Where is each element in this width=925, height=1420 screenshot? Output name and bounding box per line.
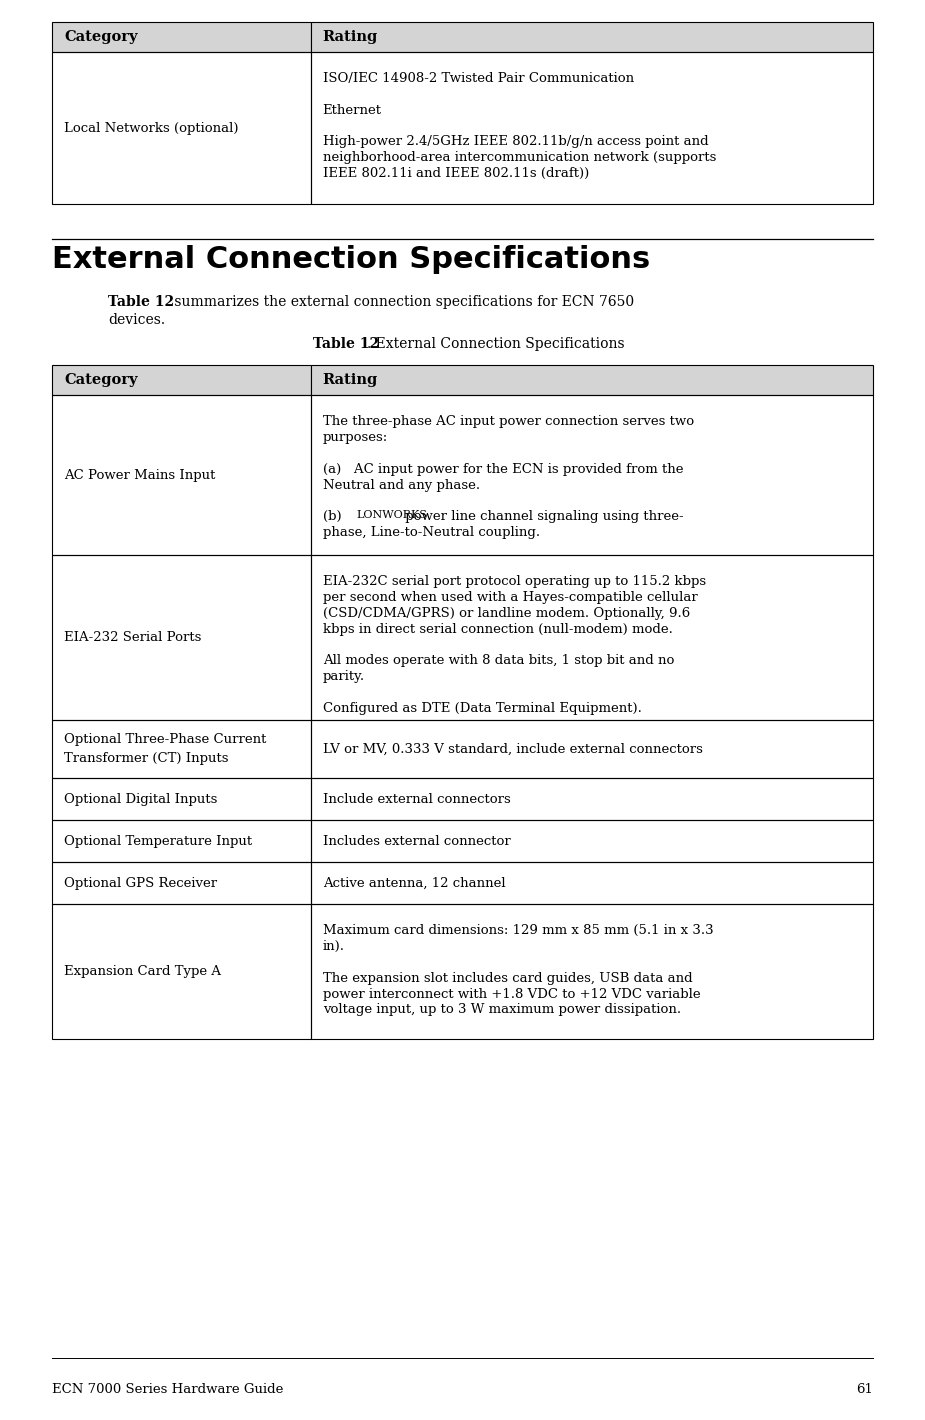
Bar [311, 53, 873, 204]
Text: power line channel signaling using three-: power line channel signaling using three… [401, 510, 684, 523]
Text: All modes operate with 8 data bits, 1 stop bit and no: All modes operate with 8 data bits, 1 st… [323, 655, 674, 667]
Text: voltage input, up to 3 W maximum power dissipation.: voltage input, up to 3 W maximum power d… [323, 1004, 681, 1017]
Text: Maximum card dimensions: 129 mm x 85 mm (5.1 in x 3.3: Maximum card dimensions: 129 mm x 85 mm … [323, 924, 713, 937]
Text: Rating: Rating [323, 373, 378, 388]
Text: Include external connectors: Include external connectors [323, 792, 511, 807]
Text: neighborhood-area intercommunication network (supports: neighborhood-area intercommunication net… [323, 151, 716, 163]
Bar [52, 778, 311, 821]
Text: in).: in). [323, 940, 345, 953]
Text: ECN 7000 Series Hardware Guide: ECN 7000 Series Hardware Guide [52, 1383, 283, 1396]
Text: Optional Temperature Input: Optional Temperature Input [64, 835, 253, 848]
Bar [311, 365, 873, 395]
Text: Table 12: Table 12 [108, 295, 174, 310]
Text: Includes external connector: Includes external connector [323, 835, 511, 848]
Text: Neutral and any phase.: Neutral and any phase. [323, 479, 480, 491]
Text: Configured as DTE (Data Terminal Equipment).: Configured as DTE (Data Terminal Equipme… [323, 701, 642, 714]
Text: Rating: Rating [323, 30, 378, 44]
Bar [52, 53, 311, 204]
Text: LONWORKS: LONWORKS [357, 510, 428, 520]
Bar [311, 720, 873, 778]
Text: summarizes the external connection specifications for ECN 7650: summarizes the external connection speci… [169, 295, 634, 310]
Bar [52, 905, 311, 1039]
Text: Category: Category [64, 373, 138, 388]
Text: (a)   AC input power for the ECN is provided from the: (a) AC input power for the ECN is provid… [323, 463, 684, 476]
Text: phase, Line-to-Neutral coupling.: phase, Line-to-Neutral coupling. [323, 525, 540, 540]
Text: devices.: devices. [108, 314, 166, 327]
Text: Ethernet: Ethernet [323, 104, 382, 116]
Text: (b): (b) [323, 510, 354, 523]
Bar [52, 862, 311, 905]
Text: Optional Three-Phase Current: Optional Three-Phase Current [64, 733, 266, 747]
Text: 61: 61 [857, 1383, 873, 1396]
Text: LV or MV, 0.333 V standard, include external connectors: LV or MV, 0.333 V standard, include exte… [323, 743, 702, 755]
Bar [52, 720, 311, 778]
Text: Active antenna, 12 channel: Active antenna, 12 channel [323, 878, 505, 890]
Text: High-power 2.4/5GHz IEEE 802.11b/g/n access point and: High-power 2.4/5GHz IEEE 802.11b/g/n acc… [323, 135, 709, 148]
Text: purposes:: purposes: [323, 432, 388, 444]
Bar [311, 555, 873, 720]
Text: parity.: parity. [323, 670, 364, 683]
Bar [311, 821, 873, 862]
Text: EIA-232C serial port protocol operating up to 115.2 kbps: EIA-232C serial port protocol operating … [323, 575, 706, 588]
Bar [311, 862, 873, 905]
Text: AC Power Mains Input: AC Power Mains Input [64, 469, 216, 481]
Bar [52, 21, 311, 53]
Text: Expansion Card Type A: Expansion Card Type A [64, 966, 221, 978]
Text: EIA-232 Serial Ports: EIA-232 Serial Ports [64, 632, 202, 645]
Text: Table 12: Table 12 [313, 337, 379, 351]
Bar [311, 21, 873, 53]
Text: ISO/IEC 14908-2 Twisted Pair Communication: ISO/IEC 14908-2 Twisted Pair Communicati… [323, 72, 634, 85]
Bar [311, 905, 873, 1039]
Bar [52, 365, 311, 395]
Bar [311, 395, 873, 555]
Bar [52, 555, 311, 720]
Text: Category: Category [64, 30, 138, 44]
Text: Optional GPS Receiver: Optional GPS Receiver [64, 878, 217, 890]
Text: Optional Digital Inputs: Optional Digital Inputs [64, 792, 217, 807]
Text: IEEE 802.11i and IEEE 802.11s (draft)): IEEE 802.11i and IEEE 802.11s (draft)) [323, 166, 589, 180]
Text: External Connection Specifications: External Connection Specifications [52, 246, 650, 274]
Text: Local Networks (optional): Local Networks (optional) [64, 122, 239, 135]
Text: Transformer (CT) Inputs: Transformer (CT) Inputs [64, 753, 228, 765]
Text: The expansion slot includes card guides, USB data and: The expansion slot includes card guides,… [323, 971, 692, 985]
Text: power interconnect with +1.8 VDC to +12 VDC variable: power interconnect with +1.8 VDC to +12 … [323, 988, 700, 1001]
Text: (CSD/CDMA/GPRS) or landline modem. Optionally, 9.6: (CSD/CDMA/GPRS) or landline modem. Optio… [323, 606, 690, 621]
Bar [52, 821, 311, 862]
Bar [52, 395, 311, 555]
Bar [311, 778, 873, 821]
Text: . External Connection Specifications: . External Connection Specifications [367, 337, 625, 351]
Text: kbps in direct serial connection (null-modem) mode.: kbps in direct serial connection (null-m… [323, 623, 672, 636]
Text: The three-phase AC input power connection serves two: The three-phase AC input power connectio… [323, 416, 694, 429]
Text: per second when used with a Hayes-compatible cellular: per second when used with a Hayes-compat… [323, 591, 697, 604]
